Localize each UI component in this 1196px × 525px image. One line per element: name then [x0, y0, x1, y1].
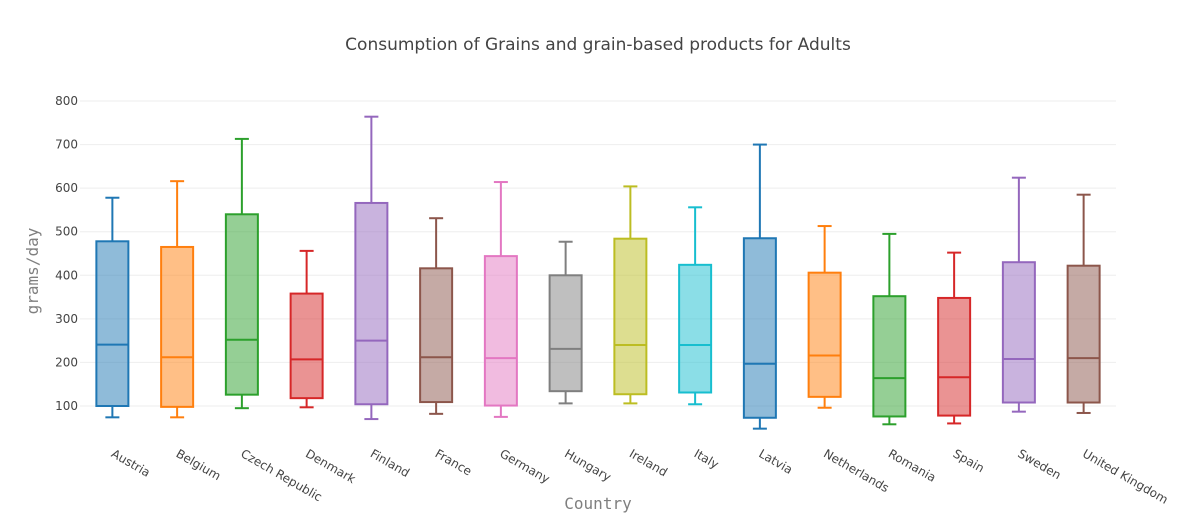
box-belgium: [160, 180, 195, 419]
boxes: [95, 115, 1101, 430]
iqr-box: [548, 274, 583, 393]
x-tick-label-united-kingdom: United Kingdom: [1080, 446, 1170, 506]
y-tick-label-100: 100: [55, 399, 78, 413]
box-sweden: [1001, 176, 1036, 413]
x-tick-label-ireland: Ireland: [627, 446, 670, 479]
box-france: [419, 217, 454, 415]
y-axis-title: grams/day: [23, 227, 42, 314]
x-tick-label-latvia: Latvia: [756, 446, 795, 476]
box-ireland: [613, 185, 648, 405]
iqr-box: [678, 263, 713, 394]
iqr-box: [224, 213, 259, 396]
box-hungary: [548, 240, 583, 405]
x-axis-title: Country: [564, 494, 632, 513]
box-united-kingdom: [1066, 193, 1101, 414]
box-denmark: [289, 249, 324, 409]
iqr-box: [354, 201, 389, 406]
y-tick-label-200: 200: [55, 355, 78, 369]
x-tick-label-finland: Finland: [368, 446, 412, 480]
box-latvia: [742, 143, 777, 430]
iqr-box: [807, 271, 842, 398]
iqr-box: [937, 296, 972, 417]
x-tick-label-france: France: [433, 446, 475, 478]
iqr-box: [95, 240, 130, 407]
y-axis-ticks: 100 200 300 400 500 600 700 800: [55, 94, 78, 413]
iqr-box: [613, 237, 648, 396]
x-tick-label-spain: Spain: [951, 446, 987, 475]
iqr-box: [419, 267, 454, 404]
y-tick-label-400: 400: [55, 268, 78, 282]
x-tick-label-germany: Germany: [497, 446, 552, 486]
iqr-box: [872, 295, 907, 418]
iqr-box: [160, 245, 195, 408]
x-tick-label-denmark: Denmark: [303, 446, 358, 486]
box-spain: [937, 251, 972, 425]
chart-title: Consumption of Grains and grain-based pr…: [345, 35, 851, 55]
box-netherlands: [807, 225, 842, 409]
y-tick-label-500: 500: [55, 225, 78, 239]
x-tick-label-austria: Austria: [109, 446, 153, 479]
box-czech-republic: [224, 137, 259, 410]
box-finland: [354, 115, 389, 421]
iqr-box: [1001, 261, 1036, 404]
x-tick-label-italy: Italy: [692, 446, 722, 471]
y-tick-label-300: 300: [55, 312, 78, 326]
iqr-box: [742, 237, 777, 419]
x-tick-label-netherlands: Netherlands: [821, 446, 891, 495]
box-germany: [483, 181, 518, 418]
box-austria: [95, 196, 130, 419]
y-tick-label-700: 700: [55, 138, 78, 152]
box-romania: [872, 232, 907, 426]
x-tick-label-sweden: Sweden: [1015, 446, 1063, 482]
box-italy: [678, 206, 713, 406]
iqr-box: [483, 255, 518, 407]
y-tick-label-600: 600: [55, 181, 78, 195]
iqr-box: [289, 292, 324, 400]
y-tick-label-800: 800: [55, 94, 78, 108]
iqr-box: [1066, 264, 1101, 404]
x-tick-label-hungary: Hungary: [562, 446, 613, 484]
x-tick-label-romania: Romania: [886, 446, 938, 484]
x-tick-label-belgium: Belgium: [174, 446, 224, 483]
